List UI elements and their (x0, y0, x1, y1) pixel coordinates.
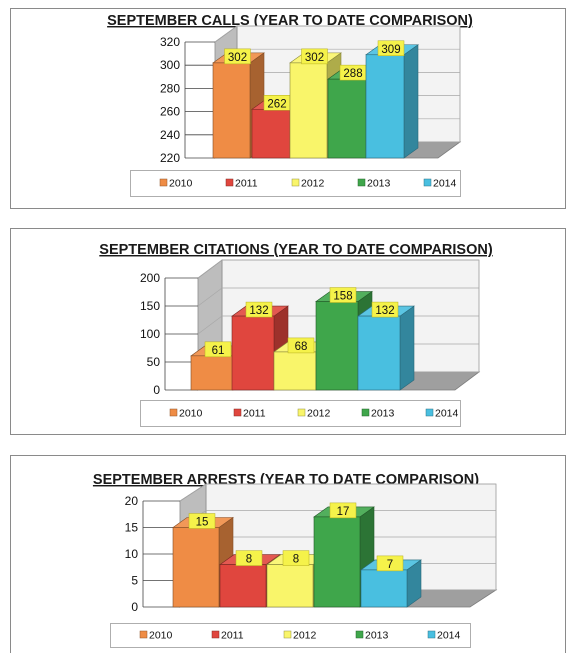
arrests-legend-swatch-2014 (427, 630, 436, 639)
citations-legend-label-2013: 2013 (371, 408, 395, 420)
citations-data-label-2012: 68 (295, 341, 308, 353)
calls-ytick-label: 220 (160, 151, 180, 165)
calls-legend-swatch-2012 (291, 178, 300, 187)
calls-legend-label-2012: 2012 (301, 178, 325, 190)
citations-data-label-box (287, 337, 315, 354)
arrests-legend-label-2012: 2012 (293, 630, 317, 642)
calls-data-label-2011: 262 (267, 98, 286, 110)
arrests-gridline-side (179, 483, 207, 502)
calls-legend-label-2014: 2014 (433, 178, 457, 190)
citations-legend-label-2012: 2012 (307, 408, 331, 420)
arrests-data-label-box (329, 502, 357, 519)
calls-ytick-label: 320 (160, 35, 180, 49)
calls-ytick-label: 240 (160, 128, 180, 142)
calls-legend-swatch-2010 (159, 178, 168, 187)
citations-legend-label-2014: 2014 (435, 408, 459, 420)
citations-legend-swatch-2012 (297, 408, 306, 417)
calls-chart-panel: SEPTEMBER CALLS (YEAR TO DATE COMPARISON… (10, 0, 568, 212)
citations-bar-2014 (357, 305, 415, 391)
citations-gridline-side (197, 287, 223, 307)
calls-ytick-label: 300 (160, 58, 180, 72)
calls-legend-swatch-2014 (423, 178, 432, 187)
arrests-legend-swatch-2012 (283, 630, 292, 639)
calls-legend-label-2010: 2010 (169, 178, 193, 190)
citations-data-label-box (371, 301, 399, 318)
arrests-legend-label-2013: 2013 (365, 630, 389, 642)
calls-data-label-box (301, 48, 328, 65)
citations-chart-title: SEPTEMBER CITATIONS (YEAR TO DATE COMPAR… (99, 242, 493, 258)
citations-chart: SEPTEMBER CITATIONS (YEAR TO DATE COMPAR… (10, 228, 566, 435)
arrests-legend-label-2014: 2014 (437, 630, 461, 642)
citations-ytick-label: 100 (140, 327, 160, 341)
arrests-data-label-2013: 17 (337, 506, 350, 518)
arrests-data-label-2010: 15 (196, 517, 209, 529)
arrests-data-label-box (188, 513, 216, 529)
calls-chart: SEPTEMBER CALLS (YEAR TO DATE COMPARISON… (10, 8, 566, 209)
calls-legend-label-2013: 2013 (367, 178, 391, 190)
citations-data-label-box (329, 287, 357, 303)
calls-legend-swatch-2013 (357, 178, 366, 187)
arrests-legend-swatch-2010 (139, 630, 148, 639)
citations-legend-label-2010: 2010 (179, 408, 203, 420)
calls-data-label-2010: 302 (228, 52, 247, 64)
citations-data-label-box (245, 301, 273, 318)
calls-bar-2014 (365, 44, 419, 159)
calls-gridline-side (214, 25, 238, 43)
citations-legend-swatch-2013 (361, 408, 370, 417)
arrests-data-label-box (376, 555, 404, 572)
citations-chart-panel: SEPTEMBER CITATIONS (YEAR TO DATE COMPAR… (10, 218, 568, 435)
arrests-legend-label-2011: 2011 (221, 630, 244, 642)
citations-ytick-label: 50 (147, 355, 161, 369)
arrests-data-label-2011: 8 (246, 554, 252, 566)
arrests-ytick-label: 15 (125, 521, 139, 535)
citations-data-label-2013: 158 (333, 291, 352, 303)
arrests-data-label-2014: 7 (387, 559, 393, 571)
citations-data-label-2014: 132 (375, 305, 394, 317)
arrests-ytick-label: 20 (125, 494, 139, 508)
arrests-chart-panel: SEPTEMBER ARRESTS (YEAR TO DATE COMPARIS… (10, 441, 568, 653)
citations-data-label-2011: 132 (249, 305, 268, 317)
calls-data-label-2012: 302 (305, 52, 324, 64)
calls-data-label-box (224, 48, 251, 65)
citations-gridline-side (197, 259, 223, 279)
calls-data-label-2014: 309 (381, 44, 400, 56)
arrests-legend-swatch-2013 (355, 630, 364, 639)
arrests-chart: SEPTEMBER ARRESTS (YEAR TO DATE COMPARIS… (10, 455, 566, 653)
arrests-legend-label-2010: 2010 (149, 630, 173, 642)
arrests-ytick-label: 10 (125, 547, 139, 561)
calls-legend-label-2011: 2011 (235, 178, 258, 190)
calls-legend-swatch-2011 (225, 178, 234, 187)
citations-legend-swatch-2011 (233, 408, 242, 417)
arrests-legend-swatch-2011 (211, 630, 220, 639)
calls-ytick-label: 260 (160, 105, 180, 119)
citations-data-label-box (204, 341, 232, 358)
citations-ytick-label: 150 (140, 299, 160, 313)
citations-legend-swatch-2014 (425, 408, 434, 417)
arrests-ytick-label: 5 (131, 574, 138, 588)
citations-legend-swatch-2010 (169, 408, 178, 417)
arrests-data-label-box (235, 550, 263, 566)
calls-bar-2010 (212, 52, 265, 159)
arrests-data-label-box (282, 550, 310, 566)
arrests-data-label-2012: 8 (293, 554, 299, 566)
calls-data-label-2013: 288 (343, 68, 362, 80)
calls-ytick-label: 280 (160, 81, 180, 95)
citations-ytick-label: 0 (153, 383, 160, 397)
calls-data-label-box (377, 40, 405, 57)
citations-gridline-side (197, 315, 223, 335)
arrests-ytick-label: 0 (131, 600, 138, 614)
calls-chart-title: SEPTEMBER CALLS (YEAR TO DATE COMPARISON… (107, 13, 473, 29)
citations-legend-label-2011: 2011 (243, 408, 266, 420)
citations-data-label-2010: 61 (212, 345, 225, 357)
citations-ytick-label: 200 (140, 271, 160, 285)
